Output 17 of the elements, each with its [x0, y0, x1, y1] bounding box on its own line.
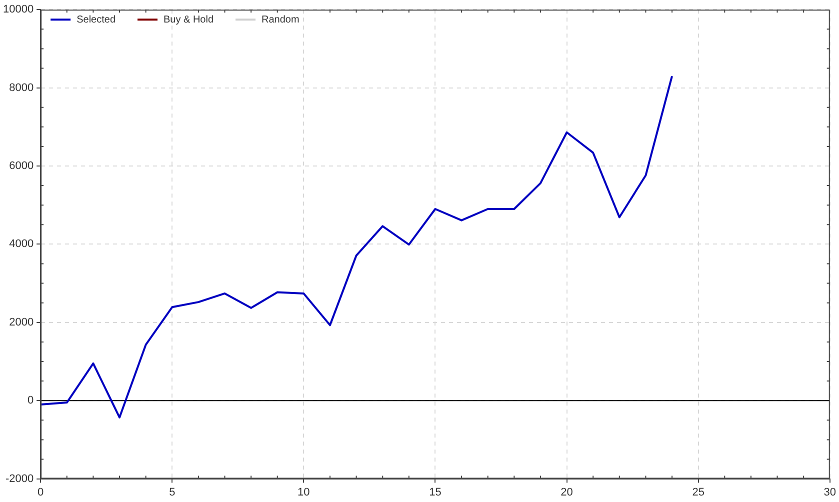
y-tick-label: 0 [27, 394, 34, 407]
x-tick-label: 25 [692, 486, 704, 498]
y-tick-label: 2000 [9, 316, 34, 328]
legend-label: Selected [76, 14, 116, 26]
y-tick-label: 10000 [2, 4, 34, 16]
legend-label: Random [262, 14, 300, 26]
x-tick-label: 30 [824, 486, 836, 498]
x-tick-label: 0 [38, 486, 44, 498]
x-tick-label: 5 [169, 486, 176, 498]
y-tick-label: 8000 [9, 82, 34, 94]
x-tick-label: 15 [429, 486, 442, 498]
y-tick-label: 4000 [9, 238, 34, 250]
y-tick-label: 6000 [9, 160, 34, 172]
x-tick-label: 10 [298, 486, 310, 498]
legend-label: Buy & Hold [164, 14, 214, 26]
y-tick-label: -2000 [5, 472, 34, 485]
x-tick-label: 20 [560, 486, 573, 498]
